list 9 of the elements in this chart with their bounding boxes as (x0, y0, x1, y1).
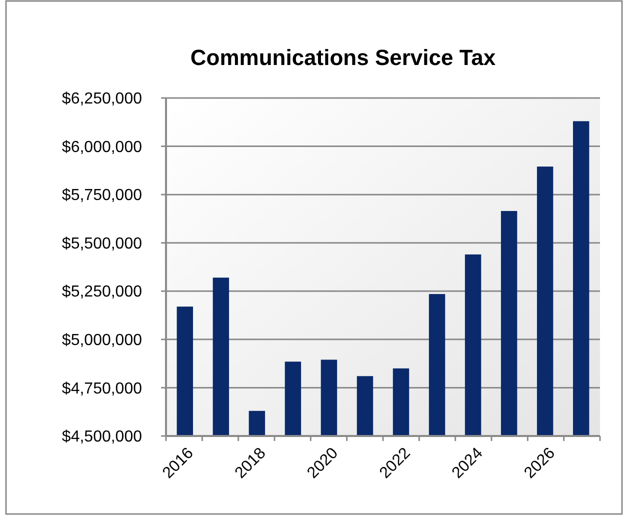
y-tick-label: $5,500,000 (62, 235, 142, 252)
chart-title: Communications Service Tax (190, 45, 496, 70)
y-tick-label: $5,000,000 (62, 332, 142, 350)
y-tick-label: $4,500,000 (62, 428, 142, 446)
y-tick-label: $5,250,000 (62, 284, 142, 301)
y-tick-label: $6,250,000 (62, 90, 142, 108)
y-tick-label: $6,000,000 (62, 138, 142, 156)
y-tick-label: $5,750,000 (62, 187, 142, 204)
y-tick-label: $4,750,000 (62, 380, 142, 398)
